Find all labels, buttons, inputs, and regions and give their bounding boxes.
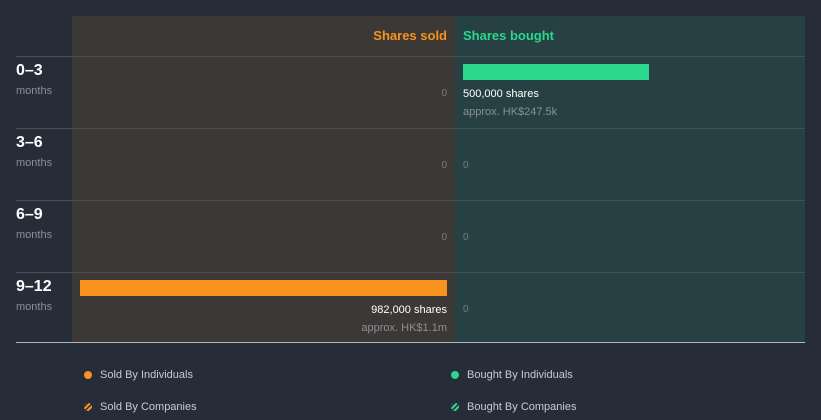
chart-baseline	[16, 342, 805, 343]
legend-label: Sold By Companies	[100, 401, 197, 413]
sold-value: 0	[441, 88, 447, 99]
green-hatched-icon	[451, 403, 459, 411]
row-label-6-9: 6–9 months	[16, 206, 52, 241]
shares-bought-header: Shares bought	[463, 28, 555, 43]
row-divider	[16, 128, 805, 129]
bought-value: 0	[463, 304, 469, 315]
legend-sold-companies: Sold By Companies	[84, 401, 197, 413]
sold-bar	[80, 280, 447, 296]
legend-bought-companies: Bought By Companies	[451, 401, 576, 413]
row-divider	[16, 272, 805, 273]
row-unit: months	[16, 157, 53, 169]
legend-label: Bought By Individuals	[467, 369, 573, 381]
green-dot-icon	[451, 371, 459, 379]
row-label-0-3: 0–3 months	[16, 62, 52, 97]
orange-hatched-icon	[84, 403, 92, 411]
row-label-3-6: 3–6 months	[16, 134, 52, 169]
sold-value: 0	[441, 160, 447, 171]
row-divider	[16, 200, 805, 201]
legend-label: Bought By Companies	[467, 401, 577, 413]
bought-value: 0	[463, 160, 469, 171]
row-unit: months	[16, 85, 53, 97]
row-label-9-12: 9–12 months	[16, 278, 52, 313]
legend-sold-individuals: Sold By Individuals	[84, 369, 193, 381]
bought-bar	[463, 64, 649, 80]
bought-approx: approx. HK$247.5k	[463, 106, 558, 118]
legend-label: Sold By Individuals	[100, 369, 193, 381]
row-range: 6–9	[16, 206, 43, 223]
row-range: 3–6	[16, 134, 43, 151]
orange-dot-icon	[84, 371, 92, 379]
sold-value: 982,000 shares	[371, 304, 447, 316]
row-unit: months	[16, 301, 53, 313]
bought-value: 500,000 shares	[463, 88, 539, 100]
sold-value: 0	[441, 232, 447, 243]
legend-bought-individuals: Bought By Individuals	[451, 369, 573, 381]
row-range: 0–3	[16, 62, 43, 79]
row-divider	[16, 56, 805, 57]
sold-approx: approx. HK$1.1m	[361, 322, 447, 334]
bought-value: 0	[463, 232, 469, 243]
shares-sold-header: Shares sold	[373, 28, 447, 43]
row-unit: months	[16, 229, 53, 241]
row-range: 9–12	[16, 278, 52, 295]
